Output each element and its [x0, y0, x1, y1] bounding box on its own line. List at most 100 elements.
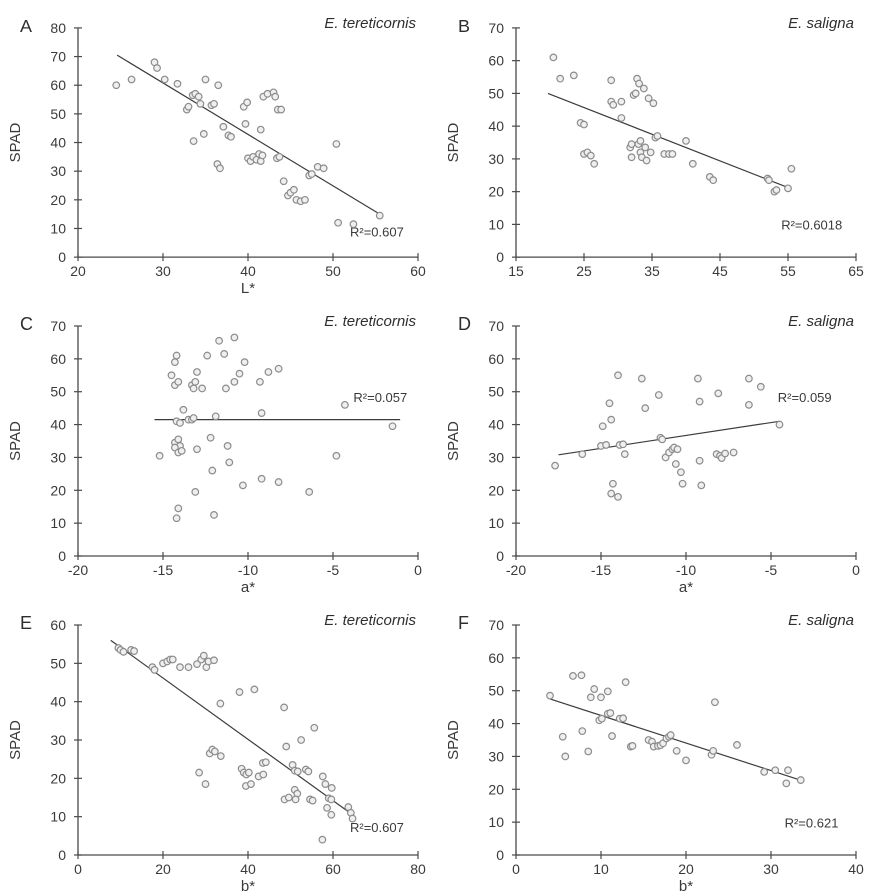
data-point [608, 732, 616, 740]
data-point [210, 747, 219, 756]
data-point [257, 409, 266, 417]
x-tick-label: 45 [712, 263, 728, 279]
data-point [203, 351, 212, 360]
y-tick-label: 10 [50, 220, 66, 236]
data-point [631, 89, 640, 98]
data-point [256, 125, 265, 134]
panel-e-scatter-chart: 0 20 40 60 80 0 10 20 30 40 50 60 E E. tereticornis b*… [7, 612, 426, 895]
data-point [184, 102, 193, 111]
y-tick-label: 30 [50, 732, 66, 748]
data-point [682, 136, 690, 145]
x-tick-label: 55 [780, 263, 796, 279]
data-point [153, 64, 161, 72]
panel-letter: B [458, 16, 470, 36]
data-point [745, 374, 753, 383]
data-point [221, 384, 230, 393]
y-tick-label: 0 [58, 249, 66, 265]
x-tick-label: 60 [410, 263, 426, 279]
data-point [201, 75, 210, 84]
data-point [319, 164, 328, 173]
data-point [649, 99, 658, 108]
data-point [597, 714, 606, 723]
data-point [191, 377, 200, 386]
y-tick-label: 0 [58, 548, 66, 564]
data-point [196, 99, 205, 108]
y-tick-label: 60 [488, 650, 504, 666]
data-point [602, 441, 611, 449]
data-point [682, 756, 690, 765]
data-point [235, 688, 244, 696]
data-point [658, 435, 667, 444]
data-point [290, 185, 298, 194]
data-point [606, 709, 615, 717]
x-tick-label: 20 [678, 861, 694, 877]
y-tick-label: 50 [488, 683, 504, 699]
data-point [195, 768, 204, 777]
data-point [223, 442, 232, 450]
data-point [210, 99, 218, 108]
data-point [297, 736, 306, 744]
data-point [127, 75, 136, 84]
data-point [784, 184, 792, 193]
data-point [189, 137, 198, 145]
data-point [160, 75, 169, 84]
data-point [189, 384, 198, 393]
y-tick-label: 60 [50, 77, 66, 93]
data-point [274, 478, 283, 486]
data-point [561, 752, 570, 761]
y-tick-label: 10 [50, 515, 66, 531]
data-point [771, 766, 780, 775]
y-tick-label: 50 [488, 85, 504, 101]
r-squared-label: R²=0.057 [353, 390, 407, 405]
species-label: E. saligna [788, 15, 854, 32]
data-point [709, 746, 718, 755]
data-point [291, 795, 300, 804]
data-point [617, 97, 626, 106]
species-label: E. tereticornis [324, 15, 416, 32]
y-tick-label: 40 [50, 694, 66, 710]
data-point [388, 422, 397, 431]
species-label: E. saligna [788, 612, 854, 629]
data-point [261, 758, 270, 767]
data-point [150, 665, 159, 674]
panel-a-scatter-chart: 20 30 40 50 60 0 10 20 30 40 50 60 70 80 A E. tereticor… [7, 15, 426, 297]
data-point [277, 105, 286, 114]
data-point [198, 384, 207, 393]
data-point [210, 511, 218, 519]
data-point [569, 71, 578, 80]
y-tick-label: 20 [50, 770, 66, 786]
y-tick-label: 40 [488, 118, 504, 134]
y-tick-label: 30 [488, 151, 504, 167]
y-tick-label: 80 [50, 20, 66, 36]
data-point [628, 742, 637, 750]
data-point [733, 741, 741, 749]
x-axis-title: b* [241, 878, 255, 895]
x-tick-label: -15 [153, 562, 173, 578]
data-point [279, 177, 288, 186]
data-point [635, 79, 643, 88]
data-point [238, 481, 247, 490]
data-point [772, 186, 781, 194]
data-point [179, 405, 188, 414]
data-point [676, 468, 685, 477]
data-point [551, 461, 559, 470]
data-point [586, 693, 595, 702]
data-point [235, 369, 244, 378]
y-tick-label: 40 [488, 716, 504, 732]
data-point [215, 336, 224, 345]
data-point [756, 382, 765, 391]
data-point [170, 358, 179, 367]
data-point [605, 399, 614, 408]
x-tick-label: 0 [414, 562, 422, 578]
data-point [225, 458, 234, 467]
x-tick-label: 40 [240, 263, 256, 279]
data-point [653, 132, 662, 140]
x-tick-label: 50 [325, 263, 341, 279]
y-tick-label: 0 [496, 847, 504, 863]
data-point [556, 74, 565, 83]
data-point [598, 422, 607, 431]
data-point [177, 446, 186, 455]
data-point [174, 504, 183, 513]
x-tick-label: 0 [74, 861, 82, 877]
data-point [745, 400, 753, 409]
